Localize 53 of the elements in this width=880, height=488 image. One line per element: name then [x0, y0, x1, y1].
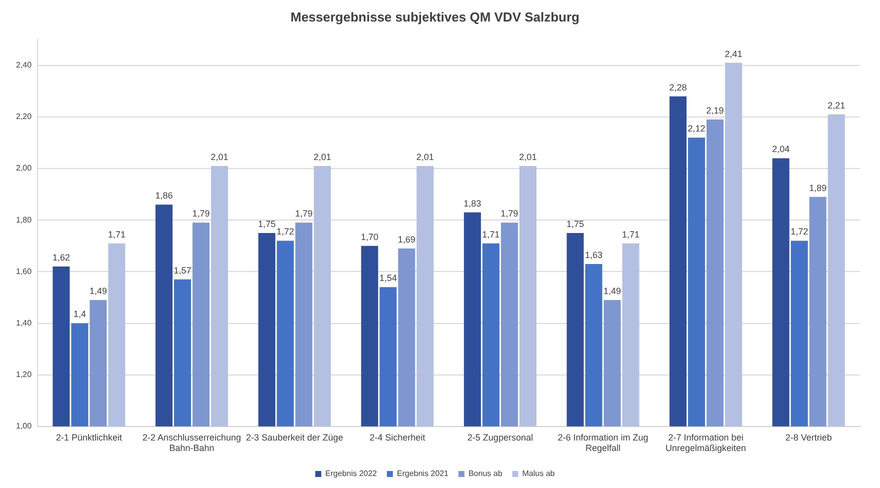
- y-tick-label: 2,20: [16, 112, 32, 122]
- legend-label: Malus ab: [522, 469, 556, 478]
- chart-title: Messergebnisse subjektives QM VDV Salzburg: [290, 9, 580, 24]
- y-tick-label: 1,60: [16, 266, 32, 276]
- data-label: 1,72: [790, 226, 808, 237]
- data-label: 2,28: [669, 82, 687, 92]
- data-label: 1,62: [52, 252, 70, 263]
- data-label: 1,79: [295, 208, 313, 219]
- data-label: 1,79: [192, 208, 210, 219]
- data-label: 1,72: [276, 226, 294, 237]
- legend-label: Bonus ab: [468, 469, 503, 478]
- data-label: 1,4: [73, 309, 86, 320]
- data-label: 2,01: [210, 152, 228, 162]
- y-tick-label: 1,00: [16, 422, 32, 431]
- data-label: 1,71: [108, 229, 126, 240]
- data-label: 2,01: [314, 152, 332, 162]
- data-label: 1,75: [566, 218, 584, 229]
- y-tick-label: 1,40: [16, 318, 32, 328]
- data-label: 2,12: [688, 124, 706, 134]
- y-tick-label: 1,80: [16, 215, 32, 224]
- y-tick-label: 2,40: [16, 60, 32, 70]
- x-tick-label: 2-1 Pünktlichkeit: [56, 432, 122, 442]
- data-label: 2,41: [724, 48, 742, 59]
- data-label: 1,49: [89, 286, 107, 296]
- x-tick-label: 2-3 Sauberkeit der Züge: [246, 432, 344, 442]
- data-label: 1,70: [360, 232, 378, 242]
- data-label: 1,75: [258, 218, 276, 229]
- x-tick-label: 2-6 Information im Zug Regelfall: [558, 432, 648, 454]
- data-label: 2,19: [706, 106, 724, 116]
- data-label: 1,57: [174, 265, 192, 276]
- data-label: 1,49: [603, 286, 622, 296]
- data-label: 1,71: [482, 229, 500, 240]
- data-label: 1,69: [398, 234, 416, 244]
- data-label: 2,01: [416, 152, 434, 162]
- data-label: 1,71: [622, 229, 640, 240]
- x-tick-label: 2-7 Information bei Unregelmäßigkeiten: [666, 432, 746, 454]
- legend-label: Ergebnis 2022: [325, 469, 378, 478]
- y-tick-label: 2,00: [16, 164, 32, 173]
- data-label: 1,63: [584, 250, 603, 260]
- x-tick-label: 2-2 Anschlusserreichung Bahn-Bahn: [142, 432, 242, 454]
- legend-label: Ergebnis 2021: [396, 469, 450, 478]
- data-label: 1,86: [155, 190, 173, 201]
- data-label: 2,01: [519, 152, 537, 162]
- data-label: 1,83: [464, 198, 482, 208]
- y-tick-label: 1,20: [16, 370, 32, 380]
- x-tick-label: 2-5 Zugpersonal: [467, 432, 533, 442]
- data-label: 1,54: [379, 273, 397, 284]
- data-label: 2,04: [772, 144, 790, 154]
- data-label: 2,21: [828, 100, 846, 110]
- data-label: 1,89: [809, 182, 827, 193]
- data-label: 1,79: [500, 208, 518, 219]
- x-tick-label: 2-8 Vertrieb: [785, 432, 832, 442]
- x-tick-label: 2-4 Sicherheit: [370, 432, 426, 442]
